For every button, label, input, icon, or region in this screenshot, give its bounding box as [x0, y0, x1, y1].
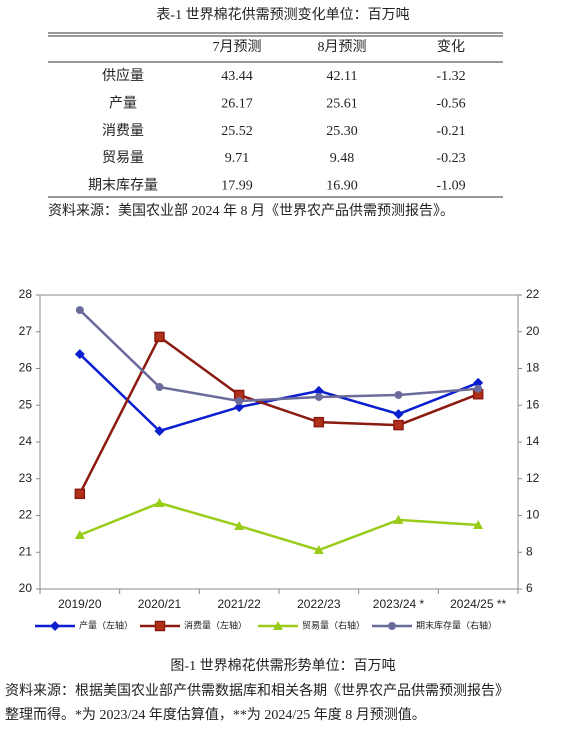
table-cell: 产量: [109, 96, 137, 112]
legend-marker: [154, 620, 166, 632]
data-point: [474, 384, 483, 393]
data-point: [154, 331, 165, 343]
data-point: [313, 416, 325, 428]
table-cell: -1.09: [436, 178, 465, 193]
y2-tick-label: 12: [526, 471, 540, 485]
table-cell: 43.44: [221, 69, 253, 84]
legend-marker: [388, 622, 396, 630]
legend-label: 贸易量（右轴）: [302, 620, 365, 632]
table-cell: -0.56: [436, 97, 465, 112]
table-cell: 25.30: [326, 124, 358, 139]
figure-note: 资料来源：根据美国农业部产供需数据库和相关各期《世界农产品供需预测报告》: [5, 683, 509, 699]
data-point: [394, 390, 403, 399]
table-cell: 期末库存量: [88, 177, 158, 193]
y2-tick-label: 22: [526, 287, 540, 301]
y2-tick-label: 10: [526, 508, 540, 522]
data-point: [393, 514, 404, 524]
legend-marker: [273, 621, 283, 630]
table-cell: 25.52: [221, 124, 253, 139]
y2-tick-label: 6: [526, 581, 533, 595]
table-cell: -1.32: [436, 69, 465, 84]
table-cell: 9.71: [225, 151, 250, 166]
data-point: [74, 349, 85, 360]
x-tick-label: 2022/23: [297, 597, 341, 611]
x-tick-label: 2023/24 *: [373, 597, 425, 611]
data-point: [314, 392, 323, 401]
y2-tick-label: 20: [526, 324, 540, 338]
y2-tick-label: 8: [526, 544, 533, 558]
data-point: [75, 306, 84, 315]
data-point: [74, 488, 86, 500]
plot-frame: [39, 294, 519, 590]
y2-tick-label: 14: [526, 434, 540, 448]
data-point: [313, 385, 324, 396]
y-tick-label: 28: [19, 287, 33, 301]
data-point: [393, 419, 404, 431]
y2-tick-label: 18: [526, 361, 540, 375]
table-title: 表-1 世界棉花供需预测变化单位：百万吨: [156, 6, 409, 23]
y-tick-label: 21: [19, 544, 33, 558]
table-cell: 25.61: [326, 97, 358, 112]
table-cell: 16.90: [326, 178, 358, 193]
table-cell: -0.21: [436, 124, 465, 139]
y-tick-label: 22: [19, 508, 33, 522]
y2-tick-label: 16: [526, 397, 540, 411]
table-header: 变化: [437, 39, 465, 55]
data-point: [235, 397, 244, 406]
table-cell: 9.48: [330, 151, 355, 166]
y-tick-label: 20: [19, 581, 33, 595]
figure-caption: 图-1 世界棉花供需形势单位：百万吨: [170, 657, 395, 674]
x-tick-label: 2020/21: [138, 597, 182, 611]
data-point: [154, 498, 165, 508]
table-cell: 贸易量: [102, 150, 144, 166]
table-cell: 17.99: [221, 178, 253, 193]
y-tick-label: 25: [19, 397, 33, 411]
table-cell: 供应量: [102, 67, 144, 84]
data-point: [234, 402, 245, 413]
table-header: 7月预测: [213, 39, 262, 55]
y-tick-label: 27: [19, 324, 33, 338]
data-point: [154, 425, 165, 436]
x-tick-label: 2019/20: [58, 597, 102, 611]
series-line: [78, 309, 479, 403]
table-source: 资料来源：美国农业部 2024 年 8 月《世界农产品供需预测报告》。: [48, 203, 454, 219]
table-cell: 26.17: [221, 97, 253, 112]
data-point: [234, 520, 245, 530]
legend-label: 产量（左轴）: [79, 620, 133, 632]
figure-note: 整理而得。*为 2023/24 年度估算值，**为 2024/25 年度 8 月…: [5, 706, 426, 723]
y-tick-label: 24: [19, 434, 33, 448]
y-tick-label: 23: [19, 471, 33, 485]
table-cell: 42.11: [327, 69, 358, 84]
legend-marker: [50, 621, 60, 631]
data-point: [393, 409, 404, 420]
legend-label: 消费量（左轴）: [184, 620, 247, 632]
table-cell: 消费量: [102, 123, 144, 139]
data-point: [313, 545, 324, 555]
series-line: [78, 335, 479, 495]
series-line: [79, 501, 479, 552]
y-tick-label: 26: [19, 361, 33, 375]
legend-label: 期末库存量（右轴）: [416, 620, 497, 632]
table-cell: -0.23: [436, 151, 465, 166]
data-point: [473, 377, 484, 388]
data-point: [74, 529, 85, 539]
table-header: 8月预测: [318, 39, 367, 55]
x-tick-label: 2021/22: [217, 597, 261, 611]
x-tick-label: 2024/25 **: [450, 597, 506, 611]
data-point: [155, 383, 164, 392]
data-point: [473, 520, 484, 530]
